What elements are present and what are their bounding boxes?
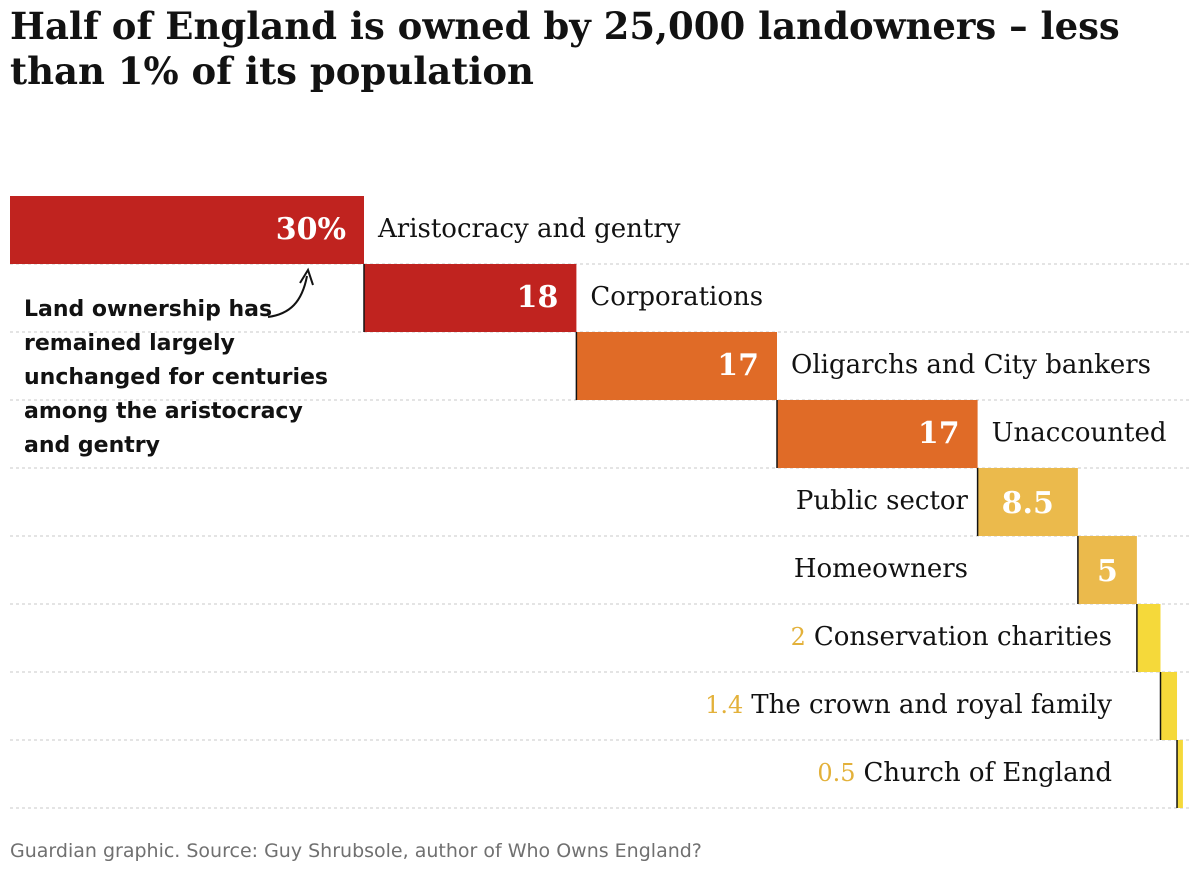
data-label: 17 [717, 348, 759, 383]
category-label: Church of England [864, 758, 1113, 788]
annotation-arrow [267, 275, 308, 318]
labels: 30% Aristocracy and gentry 18 Corporations 1… [276, 212, 1167, 788]
annotation-line: remained largely [24, 331, 235, 356]
data-label: 18 [517, 280, 559, 315]
category-label: Homeowners [794, 554, 968, 584]
data-label: 8.5 [1002, 486, 1054, 521]
bar [1160, 672, 1178, 740]
category-label: Corporations [590, 282, 763, 312]
data-label: 2 [791, 623, 806, 651]
data-label: 5 [1097, 554, 1118, 589]
bar [576, 332, 777, 400]
chart-title: Half of England is owned by 25,000 lando… [10, 4, 1120, 93]
bar [1077, 536, 1137, 604]
data-label: 17 [918, 416, 960, 451]
category-label: The crown and royal family [751, 690, 1112, 720]
bar [1136, 604, 1161, 672]
annotation: Land ownership has remained largely unch… [24, 267, 328, 458]
category-label: Unaccounted [992, 418, 1167, 448]
bar [364, 264, 577, 332]
bars [10, 196, 1183, 808]
bar [1177, 740, 1183, 808]
category-label: Aristocracy and gentry [377, 214, 681, 244]
annotation-line: Land ownership has [24, 297, 272, 322]
annotation-line: unchanged for centuries [24, 365, 328, 390]
data-label: 0.5 [817, 759, 855, 787]
data-label: 1.4 [705, 691, 743, 719]
annotation-line: among the aristocracy [24, 399, 303, 424]
category-label: Conservation charities [814, 622, 1112, 652]
source-note: Guardian graphic. Source: Guy Shrubsole,… [10, 840, 702, 862]
bar [10, 196, 364, 264]
data-label: 30% [276, 212, 346, 247]
annotation-arrowhead [299, 267, 314, 286]
category-label: Oligarchs and City bankers [791, 350, 1151, 380]
category-label: Public sector [796, 486, 969, 516]
bar [777, 400, 978, 468]
bar [977, 468, 1078, 536]
annotation-line: and gentry [24, 433, 160, 458]
